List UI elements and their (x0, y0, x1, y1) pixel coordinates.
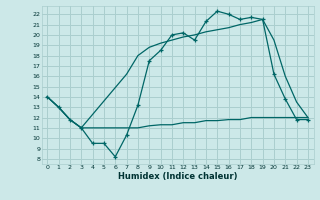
X-axis label: Humidex (Indice chaleur): Humidex (Indice chaleur) (118, 172, 237, 181)
